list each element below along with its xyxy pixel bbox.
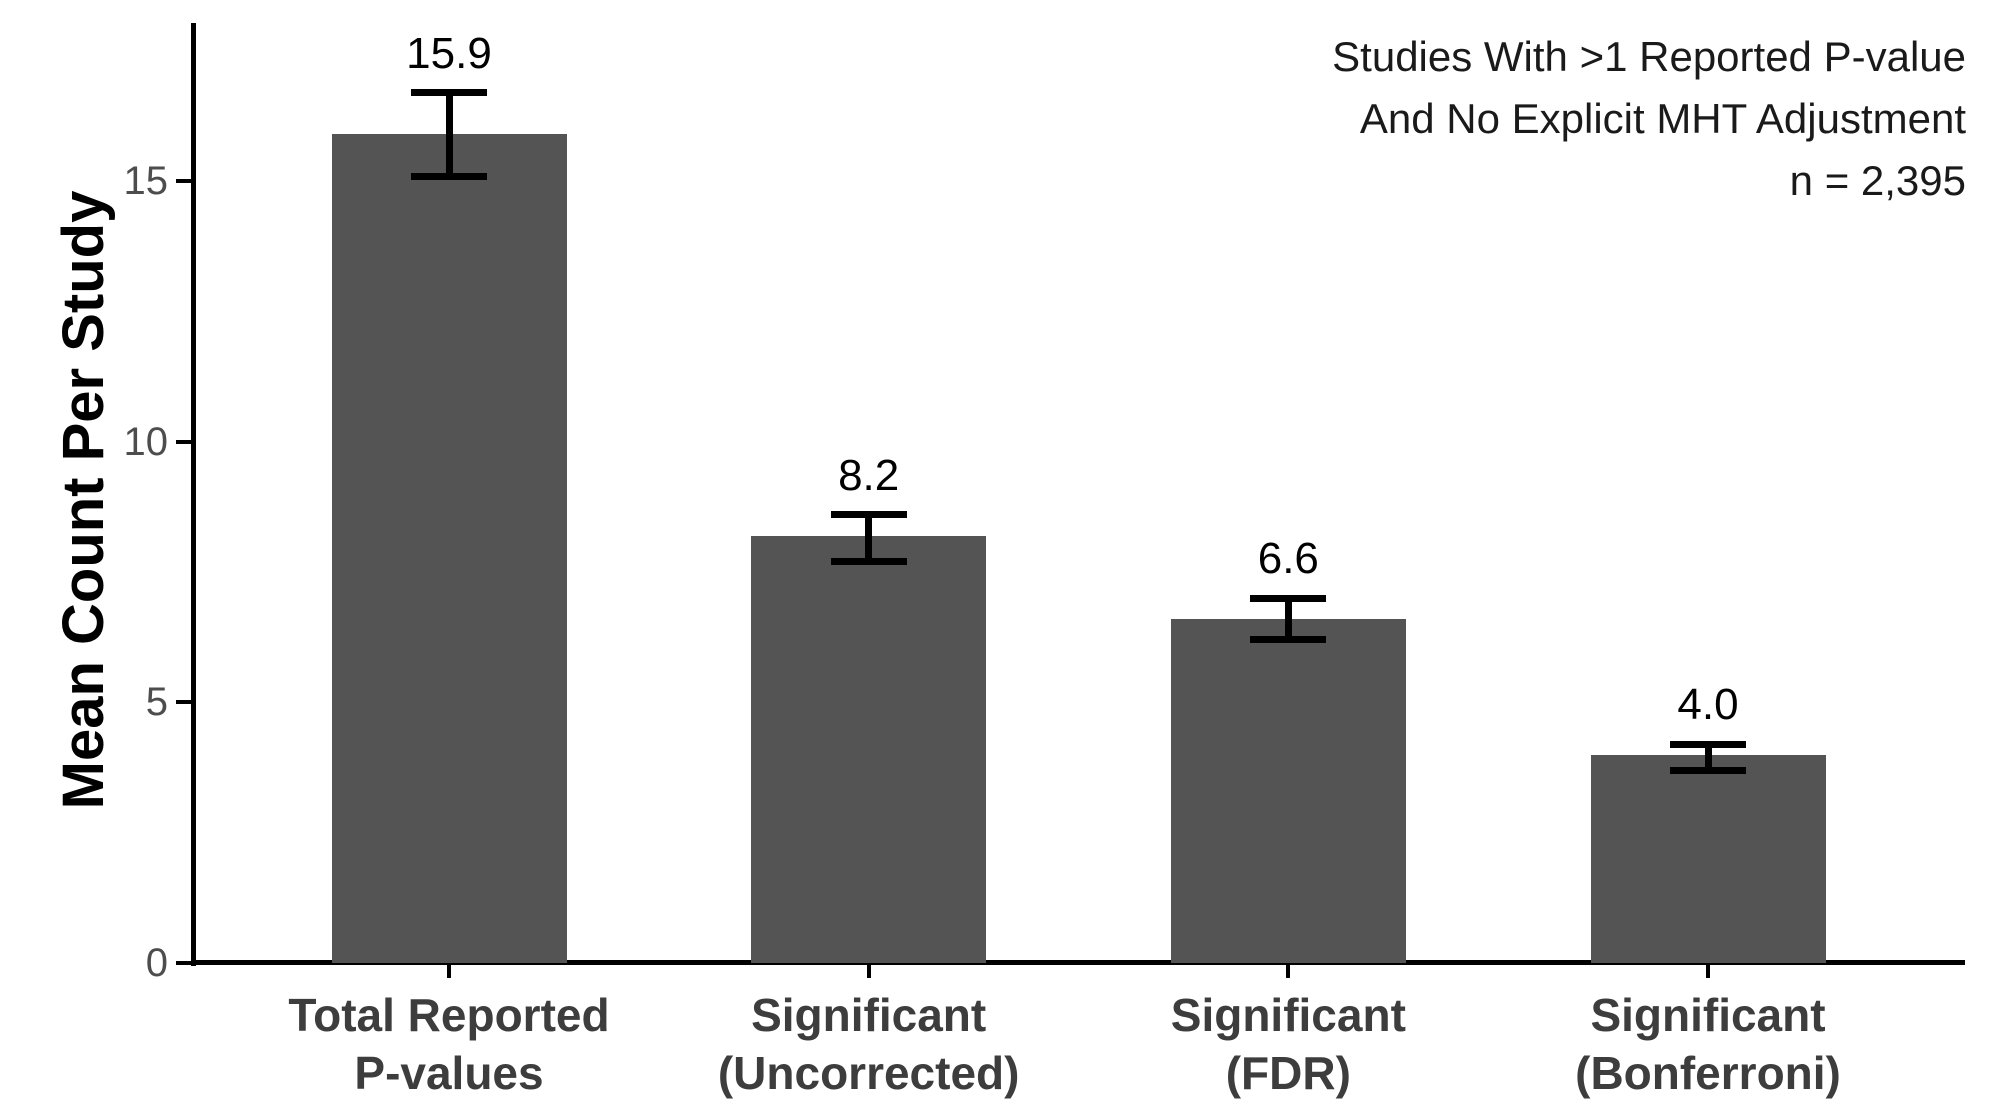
x-axis-tick xyxy=(447,965,451,978)
x-category-label-line: (Bonferroni) xyxy=(1575,1047,1841,1099)
x-axis-line xyxy=(191,960,1965,965)
annotation-line-1: Studies With >1 Reported P-value xyxy=(1332,33,1966,80)
bar xyxy=(1590,754,1826,963)
error-bar-line xyxy=(1704,744,1712,771)
error-bar-cap-bottom xyxy=(411,172,487,180)
bar-value-label: 15.9 xyxy=(406,28,492,78)
error-bar-cap-bottom xyxy=(830,558,907,566)
x-category-label: Significant (Bonferroni) xyxy=(1488,986,1928,1102)
bar xyxy=(751,535,987,963)
x-category-label-line: Significant xyxy=(1590,989,1826,1041)
x-category-label: Total Reported P-values xyxy=(229,986,669,1102)
y-axis-tick xyxy=(176,179,192,184)
bar xyxy=(1170,619,1406,963)
chart-annotation: Studies With >1 Reported P-value And No … xyxy=(1066,26,1966,212)
x-category-label-line: P-values xyxy=(354,1047,544,1099)
error-bar-line xyxy=(445,92,453,177)
y-axis-tick xyxy=(176,961,192,965)
y-axis-tick xyxy=(176,439,192,444)
x-axis-tick xyxy=(866,965,871,978)
x-category-label-line: Significant xyxy=(1170,989,1406,1041)
x-axis-tick xyxy=(1286,965,1291,978)
y-axis-tick-label: 0 xyxy=(145,941,168,985)
y-axis-tick-label: 5 xyxy=(145,680,168,725)
y-axis-title: Mean Count Per Study xyxy=(51,190,116,810)
y-axis-tick-label: 15 xyxy=(123,159,169,204)
error-bar-line xyxy=(1284,598,1292,640)
x-category-label-line: Total Reported xyxy=(288,989,610,1041)
error-bar-cap-bottom xyxy=(1670,766,1746,774)
error-bar-cap-top xyxy=(830,511,907,519)
bar-value-label: 4.0 xyxy=(1677,680,1739,730)
x-category-label-line: (FDR) xyxy=(1225,1047,1351,1099)
error-bar-cap-bottom xyxy=(1250,636,1327,644)
error-bar-cap-top xyxy=(1670,740,1746,748)
bar-value-label: 8.2 xyxy=(838,450,900,500)
y-axis-tick-label: 10 xyxy=(123,419,169,464)
x-category-label-line: (Uncorrected) xyxy=(717,1047,1020,1099)
error-bar-cap-top xyxy=(1250,594,1327,602)
y-axis-tick xyxy=(176,700,192,705)
y-axis-line xyxy=(191,23,196,966)
annotation-line-2: And No Explicit MHT Adjustment xyxy=(1359,95,1966,143)
x-category-label-line: Significant xyxy=(751,989,987,1041)
error-bar-cap-top xyxy=(411,89,487,97)
bar xyxy=(331,134,567,963)
x-category-label: Significant (Uncorrected) xyxy=(649,986,1089,1102)
x-category-label: Significant (FDR) xyxy=(1068,986,1508,1102)
bar-value-label: 6.6 xyxy=(1257,534,1319,584)
annotation-line-3: n = 2,395 xyxy=(1789,157,1966,205)
x-axis-tick xyxy=(1706,965,1710,978)
error-bar-line xyxy=(865,514,873,562)
